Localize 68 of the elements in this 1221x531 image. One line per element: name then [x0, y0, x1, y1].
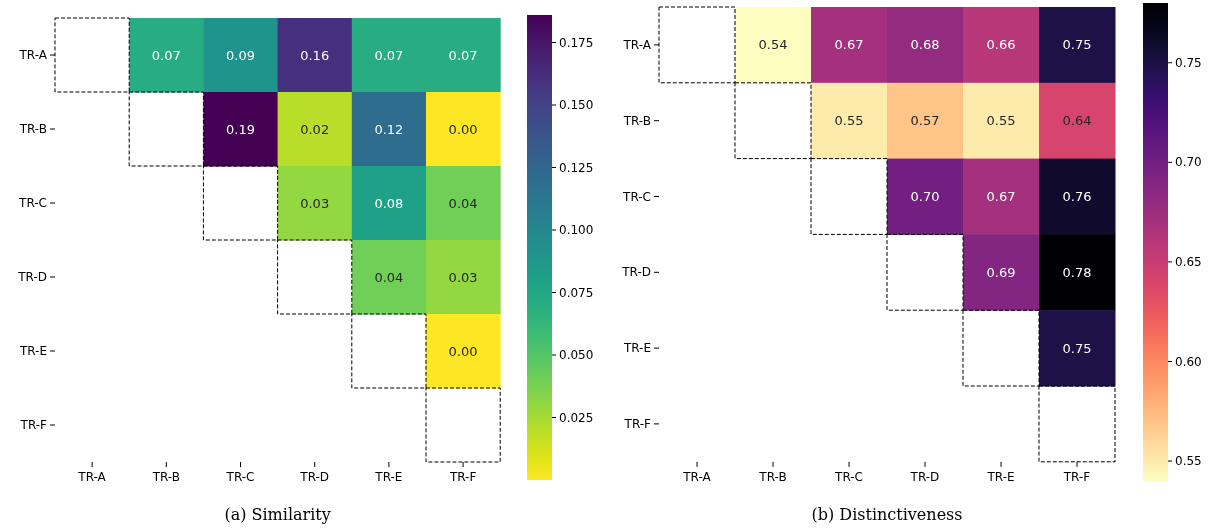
y-tick-label: TR-A [18, 48, 48, 62]
y-tick-label: TR-F [19, 418, 48, 432]
y-tick-label: TR-D [17, 270, 47, 284]
color-bar-label: 0.60 [1175, 354, 1202, 369]
x-tick-label: TR-F [1062, 469, 1091, 484]
data-label: 0.55 [834, 113, 864, 129]
color-bar-label: 0.175 [559, 35, 594, 50]
x-tick-label: TR-D [299, 470, 330, 484]
x-tick-label: TR-E [374, 470, 403, 484]
data-label: 0.03 [300, 195, 330, 211]
color-bar-label: 0.75 [1175, 55, 1202, 70]
color-bar-label: 0.150 [559, 98, 594, 112]
y-tick-label: TR-E [622, 341, 651, 356]
data-label: 0.00 [448, 121, 478, 137]
y-tick-label: TR-B [18, 122, 47, 136]
data-label: 0.08 [374, 195, 404, 211]
data-label: 0.12 [374, 121, 404, 137]
color-bar-label: 0.100 [559, 223, 594, 237]
y-tick-label: TR-C [18, 196, 47, 210]
data-label: 0.66 [986, 37, 1016, 53]
data-label: 0.04 [448, 195, 478, 211]
data-label: 0.67 [834, 37, 864, 53]
data-label: 0.00 [448, 343, 478, 359]
color-bar-label: 0.70 [1175, 155, 1202, 170]
data-label: 0.02 [300, 121, 330, 137]
data-label: 0.69 [986, 264, 1016, 280]
x-tick-label: TR-F [448, 470, 477, 484]
data-label: 0.68 [910, 37, 940, 53]
x-tick-label: TR-D [909, 469, 940, 484]
x-tick-label: TR-C [225, 470, 255, 484]
y-tick-label: TR-F [623, 416, 652, 431]
text: (a) Similarity [224, 505, 331, 524]
data-label: 0.78 [1062, 264, 1092, 280]
data-label: 0.04 [374, 269, 404, 285]
data-label: 0.64 [1062, 113, 1092, 129]
color-bar-label: 0.55 [1175, 454, 1202, 469]
x-tick-label: TR-B [758, 469, 787, 484]
y-tick-label: TR-C [622, 189, 651, 204]
data-label: 0.67 [986, 189, 1016, 204]
y-tick-label: TR-D [621, 265, 651, 280]
color-bar-label: 0.025 [559, 410, 594, 425]
text: (b) Distinctiveness [811, 504, 963, 524]
y-tick-label: TR-A [622, 37, 652, 52]
data-label: 0.55 [986, 113, 1016, 129]
data-label: 0.03 [448, 269, 478, 285]
data-label: 0.54 [758, 37, 788, 53]
x-tick-label: TR-A [77, 470, 107, 484]
color-bar-label: 0.125 [559, 160, 594, 175]
data-label: 0.19 [226, 121, 255, 137]
color-bar-label: 0.050 [559, 348, 594, 362]
data-label: 0.09 [226, 47, 255, 63]
x-tick-label: TR-B [151, 470, 180, 484]
data-label: 0.75 [1062, 340, 1092, 356]
data-label: 0.16 [300, 47, 330, 63]
y-tick-label: TR-B [622, 113, 651, 128]
color-bar-label: 0.075 [559, 285, 594, 300]
data-label: 0.07 [374, 47, 404, 63]
color-bar-label: 0.65 [1175, 254, 1202, 269]
x-tick-label: TR-E [986, 469, 1015, 484]
y-tick-label: TR-E [18, 344, 47, 358]
x-tick-label: TR-A [682, 469, 712, 484]
data-label: 0.07 [151, 47, 181, 63]
data-label: 0.76 [1062, 189, 1092, 204]
x-tick-label: TR-C [834, 469, 863, 484]
data-label: 0.07 [448, 47, 478, 63]
data-label: 0.70 [910, 189, 940, 204]
data-label: 0.57 [910, 113, 940, 129]
data-label: 0.75 [1062, 37, 1092, 53]
